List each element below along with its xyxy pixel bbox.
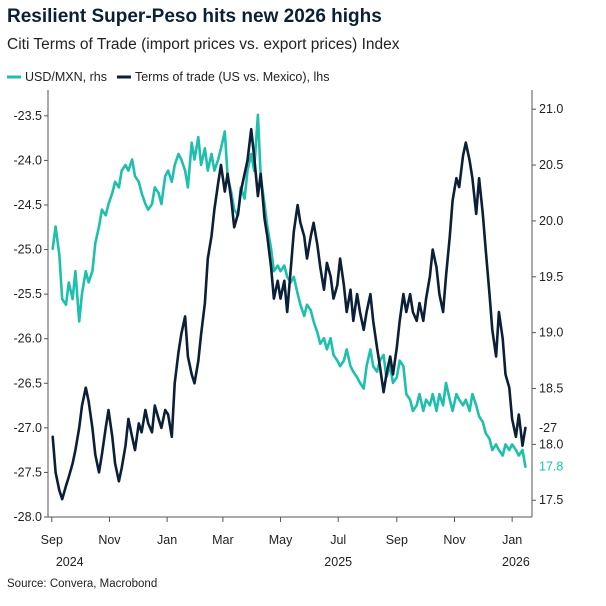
right-tick-label: 21.0 [539,102,563,116]
left-tick-label: -24.5 [14,198,43,212]
x-tick-label: May [269,533,293,547]
left-tick-label: -26.0 [14,332,43,346]
x-tick-label: Sep [41,533,63,547]
x-year-label: 2026 [502,555,530,569]
left-tick-label: -28.0 [14,510,43,524]
x-tick-label: Mar [212,533,234,547]
terms-of-trade-line [51,127,527,501]
left-tick-label: -24.0 [14,153,43,167]
left-last-value-label: -27 [539,421,557,435]
left-tick-label: -27.0 [14,421,43,435]
x-tick-label: Jan [502,533,522,547]
legend-label: USD/MXN, rhs [25,70,107,84]
x-year-label: 2025 [324,555,352,569]
x-tick-label: Nov [98,533,121,547]
legend: USD/MXN, rhs Terms of trade (US vs. Mexic… [7,70,329,84]
right-tick-label: 20.0 [539,214,563,228]
x-year-label: 2024 [56,555,84,569]
x-tick-label: Sep [386,533,408,547]
right-tick-label: 19.0 [539,326,563,340]
right-tick-label: 19.5 [539,270,563,284]
chart-title: Resilient Super-Peso hits new 2026 highs [7,6,382,27]
right-tick-label: 17.5 [539,493,563,507]
left-tick-label: -27.5 [14,465,43,479]
x-tick-label: Nov [443,533,466,547]
chart-subtitle: Citi Terms of Trade (import prices vs. e… [7,36,400,53]
left-tick-label: -26.5 [14,376,43,390]
right-last-value-label: 17.8 [539,460,563,474]
source-note: Source: Convera, Macrobond [7,578,158,590]
legend-label: Terms of trade (US vs. Mexico), lhs [135,70,330,84]
left-tick-label: -25.0 [14,243,43,257]
right-tick-label: 18.0 [539,437,563,451]
x-tick-label: Jul [330,533,346,547]
x-tick-label: Jan [157,533,177,547]
series-lines [51,113,527,501]
left-tick-label: -25.5 [14,287,43,301]
left-tick-label: -23.5 [14,109,43,123]
right-tick-label: 20.5 [539,158,563,172]
axes: -23.5 -24.0 -24.5 -25.0 -25.5 -26.0 -26.5 -27.0… [14,90,563,569]
right-tick-label: 18.5 [539,382,563,396]
